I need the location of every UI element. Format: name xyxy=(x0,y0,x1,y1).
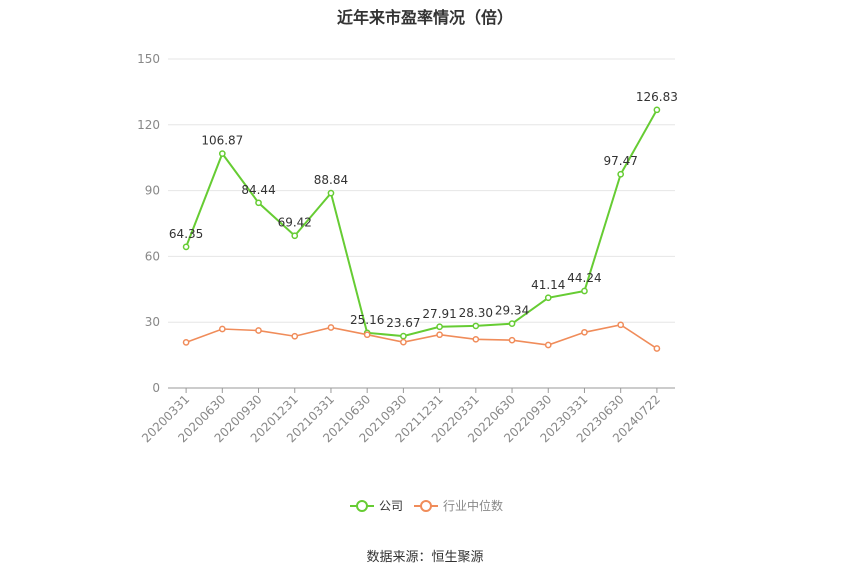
legend-marker xyxy=(356,500,368,512)
data-label: 84.44 xyxy=(241,183,275,197)
point-industry-median xyxy=(327,324,335,331)
data-label: 29.34 xyxy=(495,304,529,318)
data-label: 64.35 xyxy=(169,227,203,241)
series-line-company xyxy=(185,109,658,338)
y-tick-label: 120 xyxy=(137,118,160,132)
y-tick-label: 60 xyxy=(145,249,160,263)
point-company xyxy=(400,332,407,340)
point-industry-median xyxy=(400,338,407,346)
point-industry-median xyxy=(218,325,226,333)
point-company xyxy=(544,294,552,302)
point-industry-median xyxy=(617,321,625,329)
y-tick-label: 90 xyxy=(145,184,160,198)
data-label: 88.84 xyxy=(314,173,348,187)
series-group xyxy=(182,106,661,352)
point-industry-median xyxy=(544,341,552,349)
data-label: 23.67 xyxy=(386,316,420,330)
point-company xyxy=(218,150,226,157)
point-industry-median xyxy=(255,327,262,334)
y-tick-label: 30 xyxy=(145,315,160,329)
data-label: 106.87 xyxy=(201,134,243,148)
point-industry-median xyxy=(508,336,516,344)
source-note: 数据来源：恒生聚源 xyxy=(366,550,484,565)
data-label: 126.83 xyxy=(636,90,678,104)
point-company xyxy=(653,106,661,114)
point-industry-median xyxy=(291,332,299,340)
point-company xyxy=(255,199,262,207)
point-industry-median xyxy=(472,335,480,343)
point-industry-median xyxy=(653,345,661,352)
data-label: 28.30 xyxy=(459,306,493,320)
point-industry-median xyxy=(436,331,443,339)
legend-marker xyxy=(420,500,432,512)
grid-lines xyxy=(168,58,675,323)
legend-label: 公司 xyxy=(379,499,403,513)
y-axis: 0 30 60 90 120 150 xyxy=(137,52,160,395)
data-labels: 64.35 106.87 84.44 69.42 88.84 25.16 23.6727.9… xyxy=(169,90,678,330)
legend: 公司 行业中位数 xyxy=(350,498,503,513)
data-label: 97.47 xyxy=(603,154,637,168)
x-axis: 2020033120200630202009302020123120210331… xyxy=(139,387,675,445)
point-industry-median xyxy=(581,328,588,336)
data-label: 25.16 xyxy=(350,313,384,327)
y-tick-label: 0 xyxy=(152,381,160,395)
legend-label: 行业中位数 xyxy=(443,498,503,513)
point-company xyxy=(617,170,625,178)
point-company xyxy=(472,322,480,330)
y-tick-label: 150 xyxy=(137,52,160,66)
point-company xyxy=(581,287,588,295)
data-label: 41.14 xyxy=(531,278,565,292)
chart-title: 近年来市盈率情况（倍） xyxy=(336,8,513,27)
data-label: 44.24 xyxy=(567,271,601,285)
data-label: 27.91 xyxy=(422,307,456,321)
point-company xyxy=(327,189,335,197)
series-line-industry-median xyxy=(185,323,658,350)
point-company xyxy=(436,323,443,331)
point-company xyxy=(508,320,516,327)
point-industry-median xyxy=(182,339,190,346)
data-label: 69.42 xyxy=(278,216,312,230)
point-company xyxy=(291,232,299,240)
point-company xyxy=(182,243,190,251)
point-industry-median xyxy=(363,331,371,339)
